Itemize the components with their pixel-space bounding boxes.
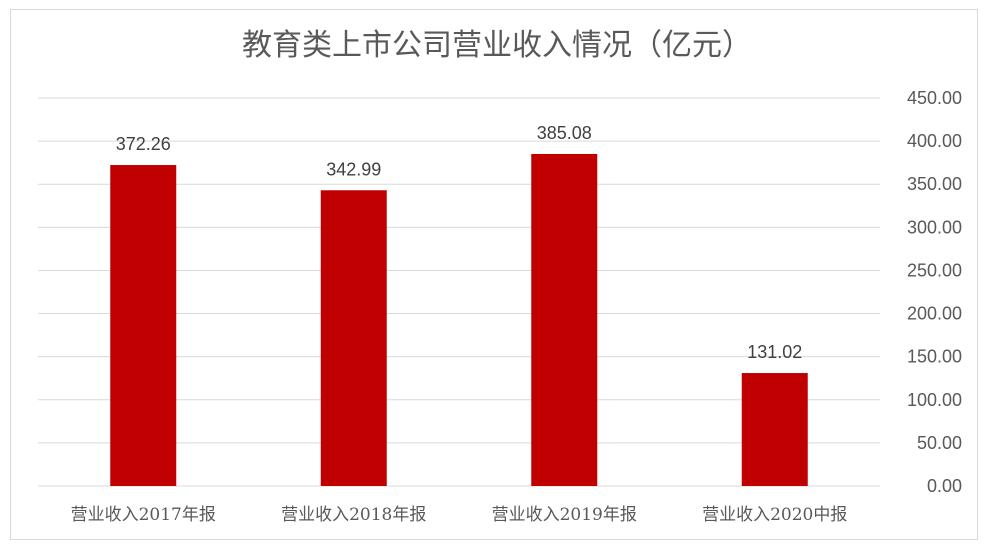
bar <box>110 165 177 486</box>
y-tick-label: 200.00 <box>907 304 962 324</box>
data-label: 131.02 <box>747 342 802 362</box>
y-tick-label: 50.00 <box>917 433 962 453</box>
y-tick-label: 450.00 <box>907 88 962 108</box>
data-labels: 372.26 342.99 385.08 131.02 <box>116 123 803 362</box>
bars <box>110 153 808 486</box>
data-label: 372.26 <box>116 134 171 154</box>
bar <box>741 373 808 486</box>
y-tick-label: 0.00 <box>927 476 962 496</box>
bar <box>320 190 387 486</box>
chart-title: 教育类上市公司营业收入情况（亿元） <box>242 28 752 63</box>
y-axis-ticks: 0.00 50.00 100.00 150.00 200.00 250.00 300.00 3… <box>907 88 962 496</box>
bar <box>531 153 598 486</box>
category-label: 营业收入2020中报 <box>702 505 847 525</box>
y-tick-label: 300.00 <box>907 217 962 237</box>
category-label: 营业收入2019年报 <box>492 505 637 525</box>
data-label: 342.99 <box>326 159 381 179</box>
gridlines <box>38 97 880 487</box>
y-tick-label: 150.00 <box>907 347 962 367</box>
data-label: 385.08 <box>537 123 592 143</box>
y-tick-label: 250.00 <box>907 260 962 280</box>
y-tick-label: 350.00 <box>907 174 962 194</box>
y-tick-label: 100.00 <box>907 390 962 410</box>
category-label: 营业收入2017年报 <box>71 505 216 525</box>
x-axis-categories: 营业收入2017年报 营业收入2018年报 营业收入2019年报 营业收入2020中报 <box>71 505 848 525</box>
y-tick-label: 400.00 <box>907 131 962 151</box>
category-label: 营业收入2018年报 <box>281 505 426 525</box>
